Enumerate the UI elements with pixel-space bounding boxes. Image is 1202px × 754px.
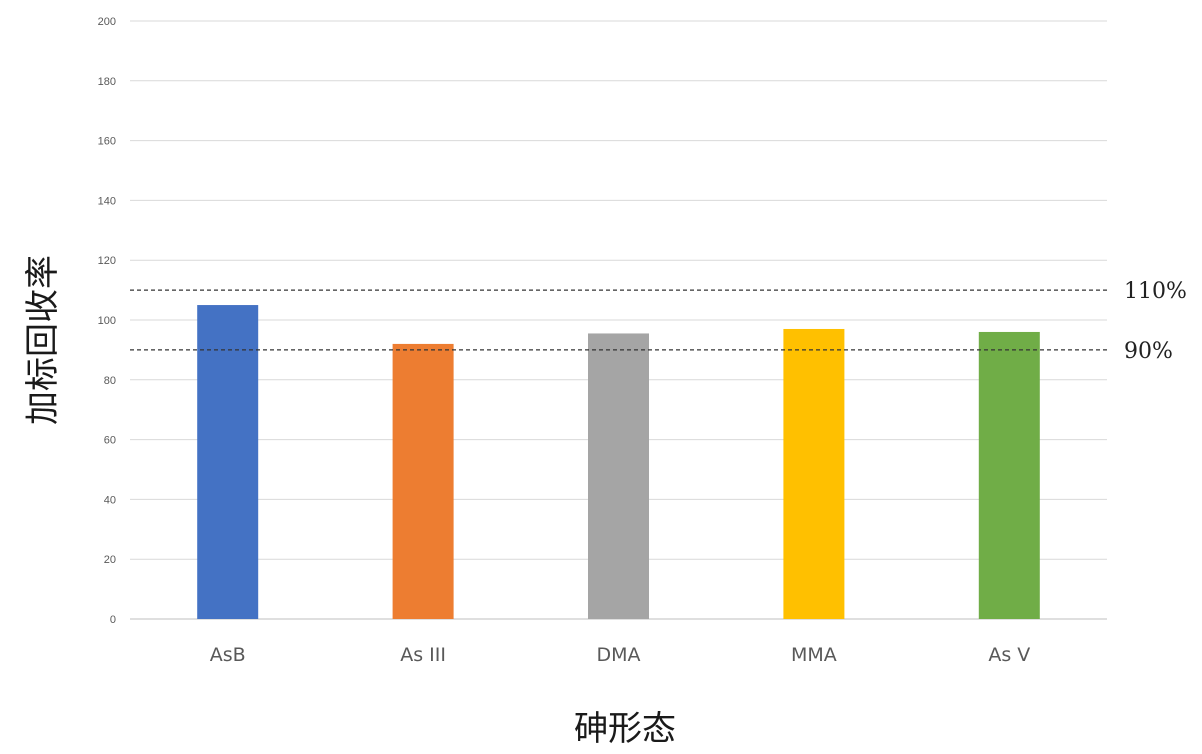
bar-dma xyxy=(588,333,649,619)
x-tick-label: AsB xyxy=(210,644,246,666)
y-tick-label: 140 xyxy=(98,195,116,207)
y-tick-label: 160 xyxy=(98,136,116,148)
x-tick-labels: AsB As III DMA MMA As V xyxy=(210,644,1031,666)
y-tick-label: 100 xyxy=(98,315,116,327)
x-tick-label: MMA xyxy=(791,644,837,666)
y-tick-label: 20 xyxy=(104,554,116,566)
y-tick-label: 180 xyxy=(98,76,116,88)
bar-as-v xyxy=(978,331,1040,619)
y-tick-label: 80 xyxy=(104,375,116,387)
x-tick-label: As V xyxy=(988,644,1030,666)
x-axis-title: 砷形态 xyxy=(574,709,676,749)
bars xyxy=(197,305,1040,619)
y-axis-title: 加标回收率 xyxy=(23,255,63,425)
reference-lines: 110% 90% xyxy=(130,279,1187,364)
reference-line-label: 110% xyxy=(1124,279,1187,304)
y-tick-label: 40 xyxy=(104,494,116,506)
bar-mma xyxy=(783,328,845,619)
y-tick-labels: 0 20 40 60 80 100 120 140 160 180 200 xyxy=(98,16,116,626)
y-tick-label: 60 xyxy=(104,435,116,447)
bar-as-iii xyxy=(392,343,454,619)
y-tick-label: 0 xyxy=(110,614,116,626)
y-tick-label: 200 xyxy=(98,16,116,28)
y-tick-label: 120 xyxy=(98,255,116,267)
reference-line-label: 90% xyxy=(1124,339,1173,364)
bar-asb xyxy=(197,305,259,619)
x-tick-label: As III xyxy=(400,644,446,666)
x-tick-label: DMA xyxy=(596,644,640,666)
